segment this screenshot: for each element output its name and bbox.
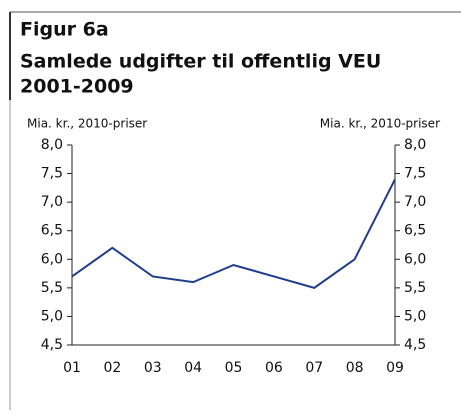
y2-tick-label: 4,5: [404, 337, 426, 353]
y2-tick-label: 7,0: [404, 194, 426, 210]
y-tick-label: 5,0: [41, 308, 63, 324]
y-tick-label: 8,0: [41, 137, 63, 153]
x-tick-label: 02: [103, 360, 121, 376]
x-tick-label: 08: [346, 360, 364, 376]
x-tick-label: 04: [184, 360, 202, 376]
y2-tick-label: 6,0: [404, 251, 426, 267]
y-tick-label: 6,0: [41, 251, 63, 267]
chart-subtitle: Samlede udgifter til offentlig VEU: [20, 51, 381, 73]
y2-axis-label: Mia. kr., 2010-priser: [320, 117, 440, 131]
y-tick-label: 7,0: [41, 194, 63, 210]
x-tick-label: 09: [386, 360, 404, 376]
x-tick-label: 07: [305, 360, 323, 376]
y-tick-label: 6,5: [41, 223, 63, 239]
line-series: [71, 178, 396, 289]
x-tick-label: 05: [225, 360, 243, 376]
y2-tick-label: 5,0: [404, 308, 426, 324]
chart-title: Figur 6a: [20, 19, 109, 41]
y-tick-label: 5,5: [41, 280, 63, 296]
y2-tick-label: 8,0: [404, 137, 426, 153]
y2-tick-label: 5,5: [404, 280, 426, 296]
chart-subtitle: 2001-2009: [20, 76, 134, 98]
x-tick-label: 01: [63, 360, 81, 376]
x-tick-label: 06: [265, 360, 283, 376]
x-tick-label: 03: [144, 360, 162, 376]
y2-tick-label: 6,5: [404, 223, 426, 239]
y-tick-label: 4,5: [41, 337, 63, 353]
y2-tick-label: 7,5: [404, 166, 426, 182]
y-tick-label: 7,5: [41, 166, 63, 182]
y-axis-label: Mia. kr., 2010-priser: [27, 117, 147, 131]
